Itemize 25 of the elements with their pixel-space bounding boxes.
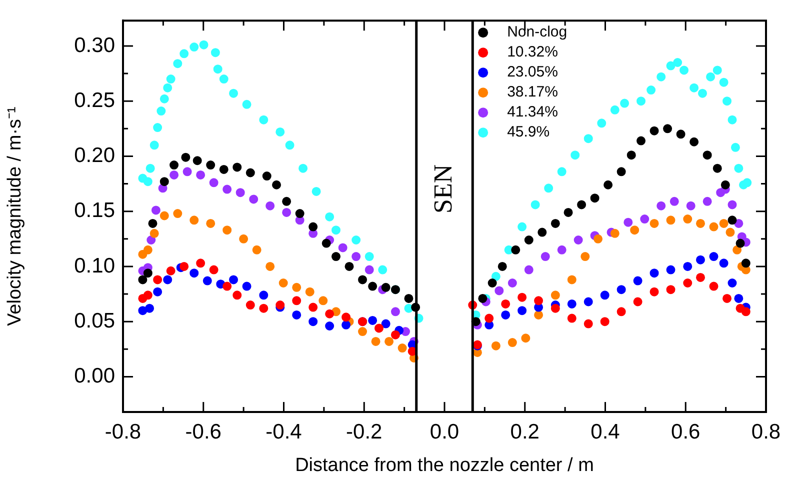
- y-axis-title: Velocity magnitude / m·s⁻¹: [4, 106, 26, 326]
- x-axis-title: Distance from the nozzle center / m: [295, 454, 594, 476]
- x-tick-label: 0.6: [671, 420, 700, 444]
- x-tick-label: -0.6: [185, 420, 222, 444]
- y-tick-label: 0.20: [74, 144, 115, 168]
- y-tick-label: 0.15: [74, 199, 115, 222]
- y-tick-label: 0.10: [74, 254, 115, 278]
- x-tick-label: 0.0: [430, 420, 460, 444]
- x-tick-label: -0.8: [104, 420, 142, 444]
- legend-label: 23.05%: [507, 64, 558, 81]
- x-tick-label: -0.2: [346, 420, 382, 444]
- y-tick-label: 0.05: [74, 309, 115, 332]
- annotation: SEN: [428, 164, 458, 214]
- legend-label: Non-clog: [507, 24, 568, 41]
- legend-label: 41.34%: [507, 104, 558, 121]
- legend-label: 38.17%: [507, 84, 558, 101]
- y-tick-label: 0.25: [74, 88, 115, 112]
- x-tick-label: 0.2: [510, 420, 540, 444]
- x-tick-label: -0.4: [266, 420, 302, 444]
- x-tick-label: 0.8: [751, 420, 781, 444]
- legend-label: 45.9%: [507, 124, 550, 141]
- y-tick-label: 0.00: [74, 364, 115, 388]
- y-tick-label: 0.30: [74, 34, 115, 57]
- legend-label: 10.32%: [507, 44, 558, 61]
- x-tick-label: 0.4: [590, 420, 620, 444]
